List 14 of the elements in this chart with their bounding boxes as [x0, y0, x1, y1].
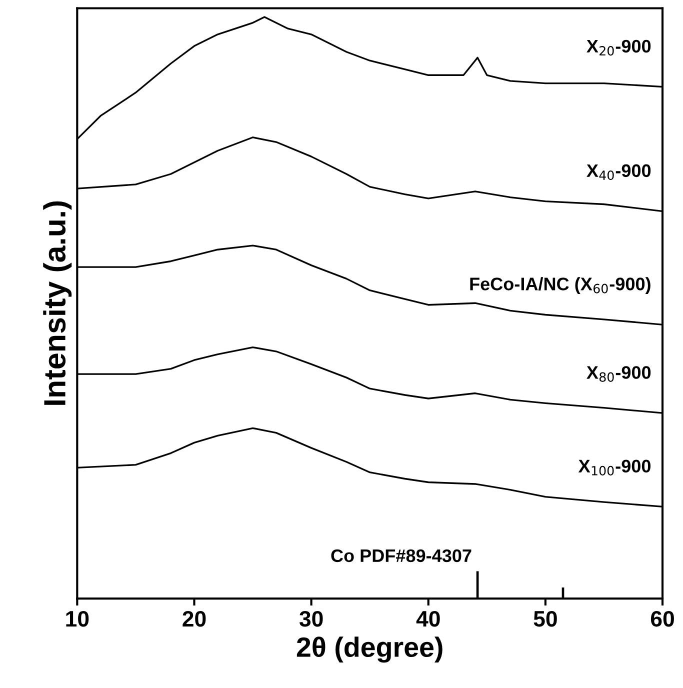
x-tick-label: 50: [534, 610, 557, 627]
x-tick-label: 10: [66, 610, 89, 627]
series-label: X$_{100}$-900: [578, 460, 651, 476]
series-label: FeCo-IA/NC (X$_{60}$-900): [470, 277, 650, 294]
series-label: X$_{80}$-900: [586, 366, 651, 382]
x-tick-label: 20: [182, 610, 206, 627]
x-axis-title: 2θ (degree): [296, 636, 442, 663]
x-tick-label: 30: [299, 610, 323, 627]
x-tick-label: 60: [650, 610, 674, 627]
series-label: X$_{40}$-900: [586, 164, 651, 180]
series-label: X$_{20}$-900: [586, 40, 651, 56]
x-tick-label: 40: [416, 610, 440, 627]
y-axis-title: Intensity (a.u.): [43, 201, 72, 405]
series-label: Co PDF#89-4307: [331, 549, 472, 562]
